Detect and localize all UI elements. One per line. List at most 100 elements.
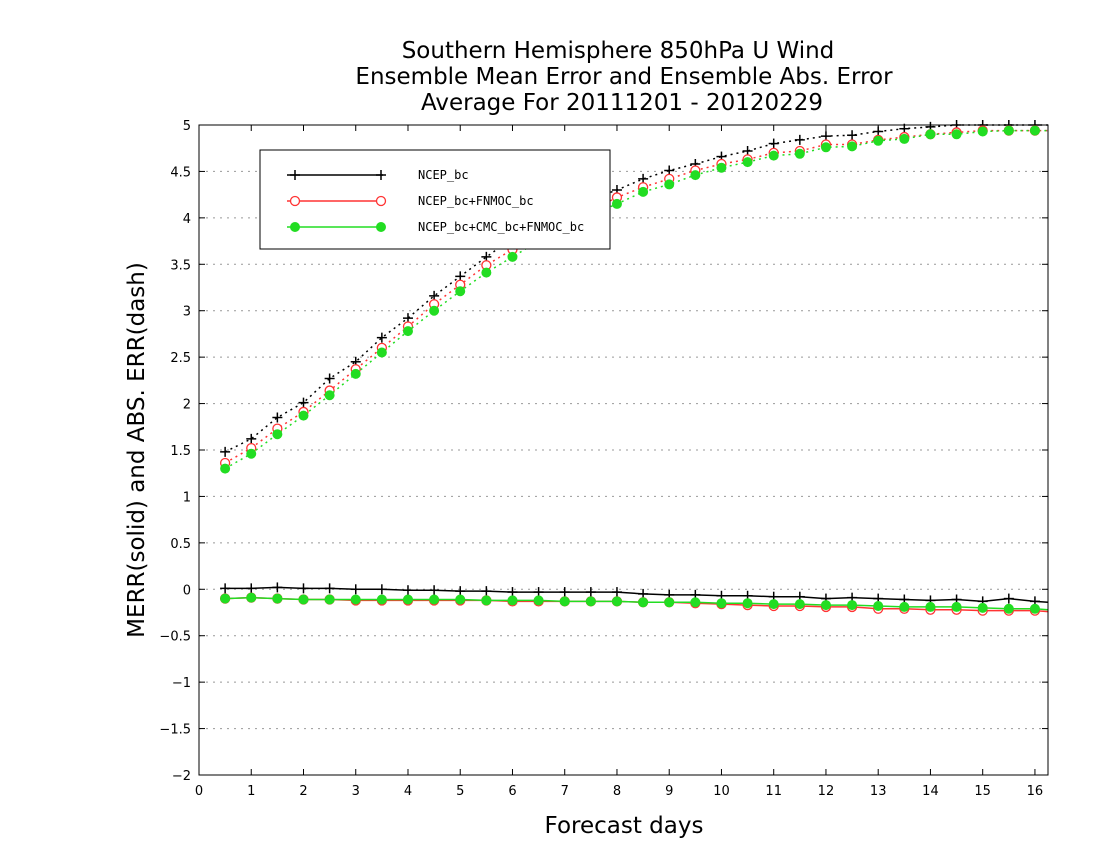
- x-tick-label: 4: [404, 784, 412, 799]
- merr-point: [794, 599, 805, 610]
- abs-err-point: [951, 129, 962, 140]
- abs-err-point: [794, 148, 805, 159]
- x-tick-label: 12: [818, 784, 835, 799]
- abs-err-line-0: [224, 124, 1048, 453]
- abs-err-point: [768, 150, 779, 161]
- merr-point: [220, 593, 231, 604]
- abs-err-point: [742, 157, 753, 168]
- axis-ticks: −2−1.5−1−0.500.511.522.533.544.550 1 2 3 4 5 6…: [159, 119, 1048, 799]
- legend-marker: [375, 195, 387, 207]
- abs-err-point: [272, 412, 283, 423]
- abs-err-point: [324, 390, 335, 401]
- x-tick-label: 14: [922, 784, 939, 799]
- title-line-1: Southern Hemisphere 850hPa U Wind: [402, 38, 835, 64]
- abs-err-point: [899, 133, 910, 144]
- merr-point: [376, 584, 387, 595]
- merr-point: [220, 583, 231, 594]
- y-tick-label: −1.5: [159, 723, 191, 738]
- abs-err-point: [481, 267, 492, 278]
- merr-point: [429, 594, 440, 605]
- abs-err-point: [768, 138, 779, 149]
- x-tick-label: 9: [665, 784, 673, 799]
- merr-point: [611, 587, 622, 598]
- x-tick-label: 7: [561, 784, 569, 799]
- y-tick-label: −2: [172, 769, 191, 784]
- abs-err-point: [220, 446, 231, 457]
- merr-line-2: [225, 596, 1049, 611]
- abs-err-point: [611, 198, 622, 209]
- y-tick-label: 0: [183, 583, 191, 598]
- merr-point: [925, 601, 936, 612]
- merr-point: [246, 592, 257, 603]
- legend-marker: [376, 170, 386, 180]
- merr-point: [585, 596, 596, 607]
- legend-box: [259, 149, 611, 250]
- y-axis-label: MERR(solid) and ABS. ERR(dash): [124, 262, 150, 638]
- x-tick-label: 10: [713, 784, 730, 799]
- abs-err-point: [220, 463, 231, 474]
- x-axis-label: Forecast days: [545, 813, 704, 839]
- abs-err-point: [1029, 125, 1040, 136]
- abs-err-point: [664, 179, 675, 190]
- y-tick-label: 3: [183, 305, 191, 320]
- x-tick-label: 3: [352, 784, 360, 799]
- merr-point: [455, 586, 466, 597]
- merr-point: [481, 586, 492, 597]
- x-tick-label: 8: [613, 784, 621, 799]
- abs-err-point: [272, 429, 283, 440]
- abs-err-point: [324, 373, 335, 384]
- x-tick-label: 11: [765, 784, 782, 799]
- merr-point: [272, 582, 283, 593]
- abs-err-point: [847, 130, 858, 141]
- merr-point: [246, 583, 257, 594]
- abs-err-point: [794, 134, 805, 145]
- merr-point: [350, 584, 361, 595]
- merr-point: [559, 587, 570, 598]
- legend-label: NCEP_bc+FNMOC_bc: [418, 194, 534, 208]
- abs-err-point: [246, 433, 257, 444]
- merr-point: [768, 599, 779, 610]
- legend-label: NCEP_bc: [418, 168, 469, 182]
- abs-err-point: [376, 332, 387, 343]
- abs-err-point: [690, 170, 701, 181]
- merr-point: [533, 595, 544, 606]
- merr-point: [429, 585, 440, 596]
- series-0: [220, 120, 1049, 607]
- grid: [199, 170, 1048, 730]
- merr-point: [507, 595, 518, 606]
- y-tick-label: 0.5: [170, 537, 191, 552]
- y-tick-label: 5: [183, 119, 191, 134]
- merr-point: [298, 583, 309, 594]
- legend-label: NCEP_bc+CMC_bc+FNMOC_bc: [418, 220, 584, 234]
- merr-point: [899, 601, 910, 612]
- merr-point: [820, 600, 831, 611]
- merr-point: [716, 598, 727, 609]
- abs-err-point: [925, 129, 936, 140]
- merr-point: [350, 594, 361, 605]
- merr-point: [298, 594, 309, 605]
- merr-point: [402, 594, 413, 605]
- merr-point: [611, 596, 622, 607]
- title-line-3: Average For 20111201 - 20120229: [421, 90, 823, 116]
- merr-point: [1029, 603, 1040, 614]
- merr-point: [847, 600, 858, 611]
- merr-point: [559, 596, 570, 607]
- merr-point: [873, 601, 884, 611]
- plot-frame: [198, 124, 1049, 776]
- title-line-2: Ensemble Mean Error and Ensemble Abs. Er…: [355, 64, 893, 90]
- merr-point: [455, 594, 466, 605]
- abs-err-point: [977, 126, 988, 137]
- abs-err-point: [716, 162, 727, 173]
- abs-err-point: [246, 448, 257, 459]
- x-tick-label: 6: [508, 784, 516, 799]
- abs-err-point: [298, 397, 309, 408]
- abs-err-point: [820, 142, 831, 153]
- y-tick-label: 4.5: [170, 165, 191, 180]
- merr-point: [585, 587, 596, 598]
- merr-point: [977, 602, 988, 613]
- abs-err-point: [429, 305, 440, 316]
- x-tick-label: 5: [456, 784, 464, 799]
- legend-marker: [376, 222, 386, 232]
- merr-point: [507, 587, 518, 598]
